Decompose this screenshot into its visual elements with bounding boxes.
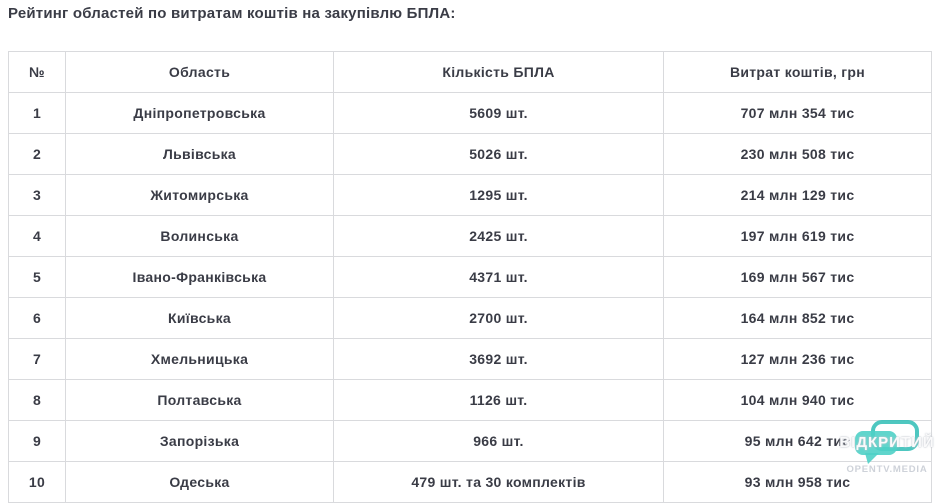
table-row: 7 Хмельницька 3692 шт. 127 млн 236 тис [8,338,932,380]
header-quantity: Кількість БПЛА [333,51,664,93]
cell-quantity: 3692 шт. [333,338,664,380]
cell-rank: 4 [8,215,66,257]
cell-oblast: Дніпропетровська [65,92,334,134]
header-rank: № [8,51,66,93]
cell-spending: 104 млн 940 тис [663,379,932,421]
cell-rank: 9 [8,420,66,462]
cell-rank: 1 [8,92,66,134]
cell-oblast: Запорізька [65,420,334,462]
cell-spending: 127 млн 236 тис [663,338,932,380]
table-row: 6 Київська 2700 шт. 164 млн 852 тис [8,297,932,339]
table-row: 5 Івано-Франківська 4371 шт. 169 млн 567 ти… [8,256,932,298]
cell-oblast: Львівська [65,133,334,175]
regions-uav-spending-table: № Область Кількість БПЛА Витрат коштів, … [8,51,932,503]
cell-oblast: Київська [65,297,334,339]
cell-oblast: Волинська [65,215,334,257]
cell-oblast: Житомирська [65,174,334,216]
table-header-row: № Область Кількість БПЛА Витрат коштів, … [8,51,932,93]
cell-quantity: 1126 шт. [333,379,664,421]
cell-oblast: Івано-Франківська [65,256,334,298]
cell-spending: 95 млн 642 тис [663,420,932,462]
cell-quantity: 4371 шт. [333,256,664,298]
cell-rank: 6 [8,297,66,339]
table-row: 1 Дніпропетровська 5609 шт. 707 млн 354 тис [8,92,932,134]
table-row: 2 Львівська 5026 шт. 230 млн 508 тис [8,133,932,175]
cell-rank: 3 [8,174,66,216]
table-body: 1 Дніпропетровська 5609 шт. 707 млн 354 тис… [8,92,932,503]
table-row: 9 Запорізька 966 шт. 95 млн 642 тис [8,420,932,462]
cell-quantity: 966 шт. [333,420,664,462]
table-row: 3 Житомирська 1295 шт. 214 млн 129 тис [8,174,932,216]
cell-oblast: Хмельницька [65,338,334,380]
cell-rank: 8 [8,379,66,421]
cell-spending: 197 млн 619 тис [663,215,932,257]
cell-quantity: 2700 шт. [333,297,664,339]
table-row: 8 Полтавська 1126 шт. 104 млн 940 тис [8,379,932,421]
cell-spending: 707 млн 354 тис [663,92,932,134]
header-spending: Витрат коштів, грн [663,51,932,93]
cell-spending: 93 млн 958 тис [663,461,932,503]
cell-rank: 2 [8,133,66,175]
page-title: Рейтинг областей по витратам коштів на з… [8,5,456,22]
cell-oblast: Полтавська [65,379,334,421]
table-row: 10 Одеська 479 шт. та 30 комплектів 93 млн … [8,461,932,503]
cell-quantity: 479 шт. та 30 комплектів [333,461,664,503]
cell-spending: 230 млн 508 тис [663,133,932,175]
cell-quantity: 2425 шт. [333,215,664,257]
header-oblast: Область [65,51,334,93]
cell-spending: 164 млн 852 тис [663,297,932,339]
cell-spending: 214 млн 129 тис [663,174,932,216]
cell-quantity: 5026 шт. [333,133,664,175]
table-header: № Область Кількість БПЛА Витрат коштів, … [8,51,932,93]
cell-rank: 5 [8,256,66,298]
cell-rank: 10 [8,461,66,503]
cell-spending: 169 млн 567 тис [663,256,932,298]
table-row: 4 Волинська 2425 шт. 197 млн 619 тис [8,215,932,257]
cell-quantity: 5609 шт. [333,92,664,134]
cell-oblast: Одеська [65,461,334,503]
cell-quantity: 1295 шт. [333,174,664,216]
cell-rank: 7 [8,338,66,380]
